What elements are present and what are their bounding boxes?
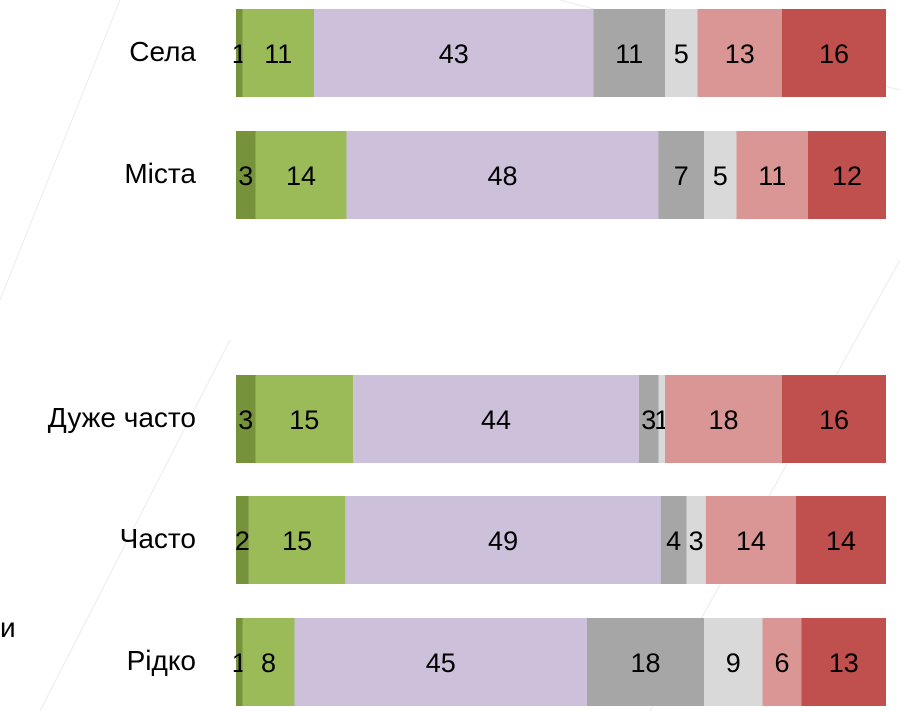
data-label: 8 [261,648,276,678]
data-label: 11 [615,39,643,69]
data-label: 4 [666,526,681,556]
row-label: Часто [0,525,196,553]
data-label: 14 [826,526,856,556]
data-label: 13 [829,648,859,678]
data-label: 14 [736,526,766,556]
data-label: 18 [708,405,738,435]
data-label: 18 [630,648,660,678]
data-label: 2 [235,526,250,556]
data-label: 16 [819,405,849,435]
data-label: 48 [487,161,517,191]
data-label: 49 [488,526,518,556]
bars-layer: 1 11 43 11 5 13 163 14 48 7 5 11 123 15 44 31 18 162 15 49 4… [232,9,886,706]
data-label: 43 [439,39,469,69]
row-label: Рідко [0,647,196,675]
data-label: 12 [832,161,862,191]
data-label: 3 [689,526,704,556]
data-label: 7 [674,161,689,191]
data-label: 5 [713,161,728,191]
data-label: 6 [774,648,789,678]
cropped-edge-text: и [0,612,16,644]
row-label: Дуже часто [0,404,196,432]
data-label: 3 [238,161,253,191]
data-label: 9 [726,648,741,678]
data-label: 14 [286,161,316,191]
data-label: 16 [819,39,849,69]
row-label: Міста [0,160,196,188]
data-label: 44 [481,405,511,435]
data-label: 45 [426,648,456,678]
data-label: 3 [238,405,253,435]
data-label: 11 [758,161,786,191]
data-label: 13 [725,39,755,69]
data-label: 15 [289,405,319,435]
row-label: Села [0,38,196,66]
data-label: 15 [282,526,312,556]
data-label: 11 [264,39,292,69]
data-label: 5 [674,39,689,69]
